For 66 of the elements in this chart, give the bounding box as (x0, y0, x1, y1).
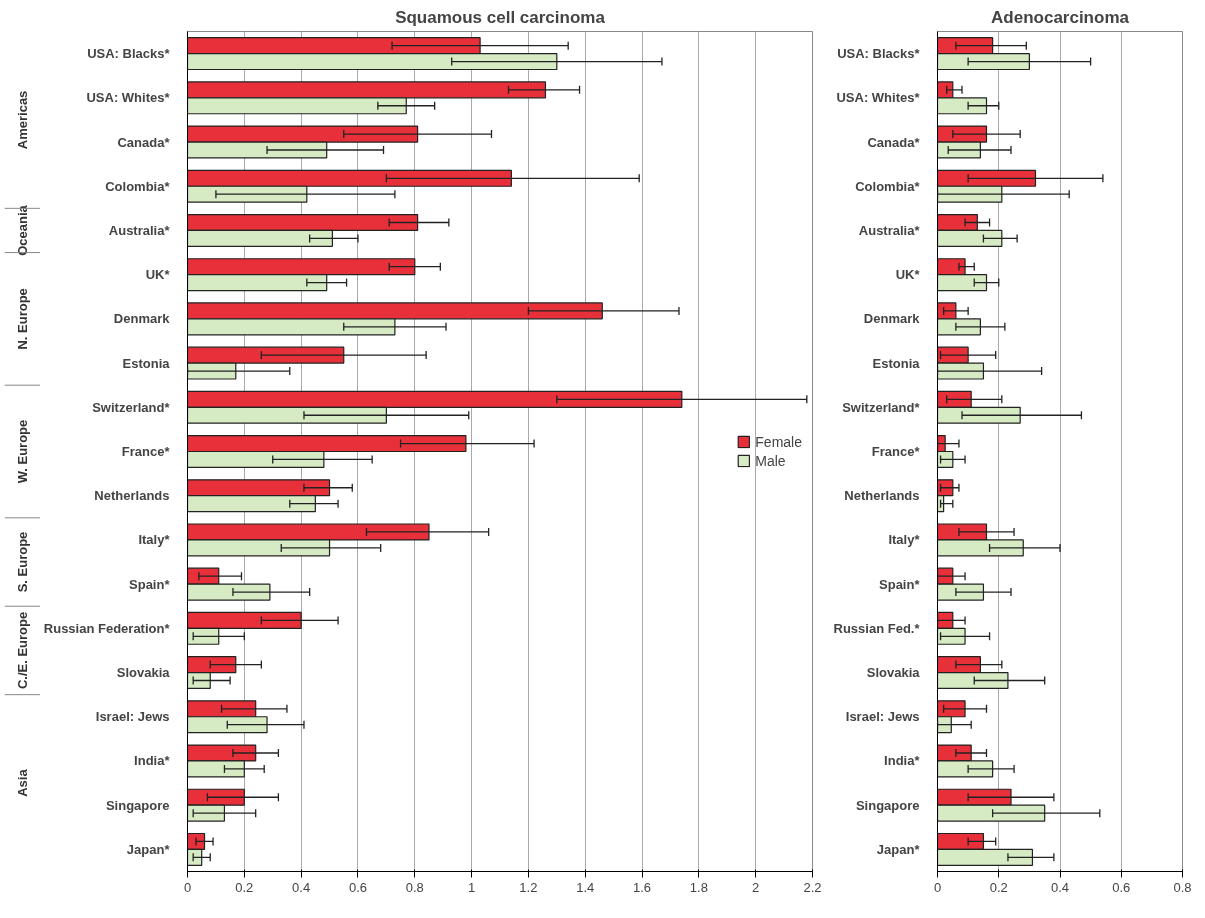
y-tick-label: Israel: Jews (845, 709, 920, 725)
y-tick-label: France* (871, 444, 921, 459)
x-tick-label: 0 (933, 879, 942, 895)
y-tick-label: USA: Blacks* (87, 46, 171, 62)
x-tick-label: 1.2 (519, 879, 538, 895)
text: Oceania (15, 204, 30, 256)
y-tick-label: Canada* (867, 134, 921, 150)
text: S. Europe (15, 531, 30, 593)
legend-label: Female (755, 433, 802, 450)
chart-title: Adenocarcinoma (991, 7, 1130, 27)
y-tick-label: India* (134, 753, 171, 769)
y-tick-label: USA: Whites* (836, 90, 921, 106)
chart-title: Squamous cell carcinoma (395, 7, 606, 27)
y-tick-label: Russian Federation* (43, 620, 171, 636)
y-tick-label: Israel: Jews (95, 709, 170, 725)
x-tick-label: 0.8 (405, 879, 424, 895)
x-tick-label: 0.4 (292, 879, 311, 895)
y-tick-label: Estonia (872, 355, 921, 371)
y-tick-label: France* (121, 444, 171, 459)
y-tick-label: Denmark (113, 311, 171, 327)
x-tick-label: 2 (752, 879, 760, 895)
y-tick-label: Slovakia (866, 665, 921, 681)
y-tick-label: Australia* (108, 222, 171, 238)
y-tick-label: UK* (145, 267, 171, 283)
y-tick-label: Japan* (876, 841, 921, 857)
y-tick-label: Japan* (126, 841, 171, 857)
y-tick-label: Australia* (858, 222, 921, 238)
y-tick-label: Russian Fed.* (833, 620, 921, 636)
x-tick-label: 1.4 (576, 879, 595, 895)
text: W. Europe (15, 419, 30, 484)
x-tick-label: 0.2 (989, 879, 1008, 895)
text: C./E. Europe (15, 611, 30, 690)
y-tick-label: Italy* (138, 532, 171, 548)
y-tick-label: UK* (895, 267, 921, 283)
x-tick-label: 0.6 (1112, 879, 1131, 895)
y-tick-label: Spain* (879, 576, 921, 592)
x-tick-label: 1 (467, 879, 476, 895)
y-tick-label: Singapore (105, 797, 170, 813)
y-tick-label: Spain* (129, 576, 171, 592)
y-tick-label: Switzerland* (92, 399, 171, 415)
x-tick-label: 0 (183, 879, 192, 895)
y-tick-label: USA: Whites* (86, 90, 171, 106)
x-tick-label: 0.6 (348, 879, 367, 895)
y-tick-label: Singapore (855, 797, 920, 813)
y-tick-label: USA: Blacks* (837, 46, 921, 62)
text: N. Europe (15, 288, 30, 350)
y-tick-label: Estonia (122, 355, 171, 371)
y-tick-label: Canada* (117, 134, 171, 150)
x-tick-label: 1.6 (633, 879, 652, 895)
y-tick-label: Colombia* (855, 178, 921, 194)
y-tick-label: Netherlands (844, 488, 920, 504)
text: Americas (15, 90, 30, 150)
y-tick-label: Netherlands (94, 488, 170, 504)
x-tick-label: 0.8 (1173, 879, 1192, 895)
legend-label: Male (755, 452, 786, 469)
y-tick-label: Colombia* (105, 178, 171, 194)
x-tick-label: 1.8 (689, 879, 708, 895)
x-tick-label: 0.4 (1050, 879, 1070, 895)
y-tick-label: Denmark (863, 311, 921, 327)
y-tick-label: Slovakia (116, 665, 171, 681)
y-tick-label: India* (884, 753, 921, 769)
y-tick-label: Italy* (888, 532, 921, 548)
y-tick-label: Switzerland* (842, 399, 921, 415)
x-tick-label: 2.2 (803, 879, 822, 895)
x-tick-label: 0.2 (235, 879, 254, 895)
text: Asia (15, 768, 30, 797)
